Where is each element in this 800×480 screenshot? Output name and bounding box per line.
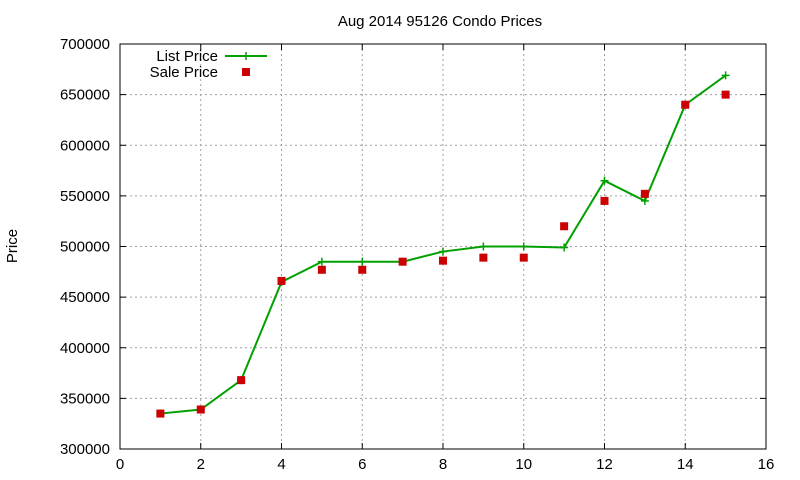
chart-title: Aug 2014 95126 Condo Prices xyxy=(338,13,542,30)
list-price-point xyxy=(560,243,569,252)
legend-square-marker xyxy=(242,68,250,76)
x-tick-label: 8 xyxy=(439,456,447,473)
list-price-point xyxy=(640,196,649,205)
sale-price-point xyxy=(277,276,286,285)
x-tick-label: 0 xyxy=(116,456,124,473)
sale-price-point xyxy=(519,253,528,262)
x-tick-label: 6 xyxy=(358,456,366,473)
plot-area xyxy=(156,71,730,418)
list-price-point xyxy=(358,257,367,266)
y-tick-label: 400000 xyxy=(60,340,110,357)
y-tick-label: 450000 xyxy=(60,289,110,306)
y-tick-label: 500000 xyxy=(60,239,110,256)
sale-price-point xyxy=(640,189,649,198)
sale-price-point xyxy=(721,90,730,99)
list-price-point xyxy=(600,176,609,185)
axes: 0 2 4 6 8 10 12 14 16 300000 350000 400000 450000 500… xyxy=(60,36,774,473)
list-price-point xyxy=(439,247,447,256)
y-tick-label: 650000 xyxy=(60,87,110,104)
y-tick-label: 300000 xyxy=(60,441,110,458)
y-axis-label: Price xyxy=(4,229,21,263)
x-tick-label: 16 xyxy=(758,456,775,473)
sale-price-point xyxy=(600,196,609,205)
y-tick-label: 700000 xyxy=(60,36,110,53)
y-tick-label: 600000 xyxy=(60,137,110,154)
legend-plus-marker xyxy=(242,52,250,60)
y-tick-label: 350000 xyxy=(60,390,110,407)
sale-price-point xyxy=(439,256,447,265)
sale-price-point xyxy=(237,376,246,385)
x-tick-label: 14 xyxy=(677,456,694,473)
x-tick-label: 10 xyxy=(515,456,532,473)
sale-price-point xyxy=(317,265,326,274)
sale-price-point xyxy=(156,409,165,418)
grid xyxy=(120,44,766,449)
sale-price-point xyxy=(560,222,569,231)
sale-price-point xyxy=(479,253,488,262)
list-price-point xyxy=(721,71,730,80)
legend-label: List Price xyxy=(156,48,218,65)
x-tick-label: 4 xyxy=(277,456,285,473)
x-tick-label: 2 xyxy=(197,456,205,473)
list-price-point xyxy=(519,242,528,251)
sale-price-point xyxy=(358,265,367,274)
sale-price-point xyxy=(681,100,690,109)
list-price-point xyxy=(479,242,488,251)
x-tick-label: 12 xyxy=(596,456,613,473)
sale-price-point xyxy=(398,257,407,266)
list-price-point xyxy=(317,257,326,266)
legend-label: Sale Price xyxy=(150,64,218,81)
sale-price-point xyxy=(196,405,205,414)
y-tick-label: 550000 xyxy=(60,188,110,205)
